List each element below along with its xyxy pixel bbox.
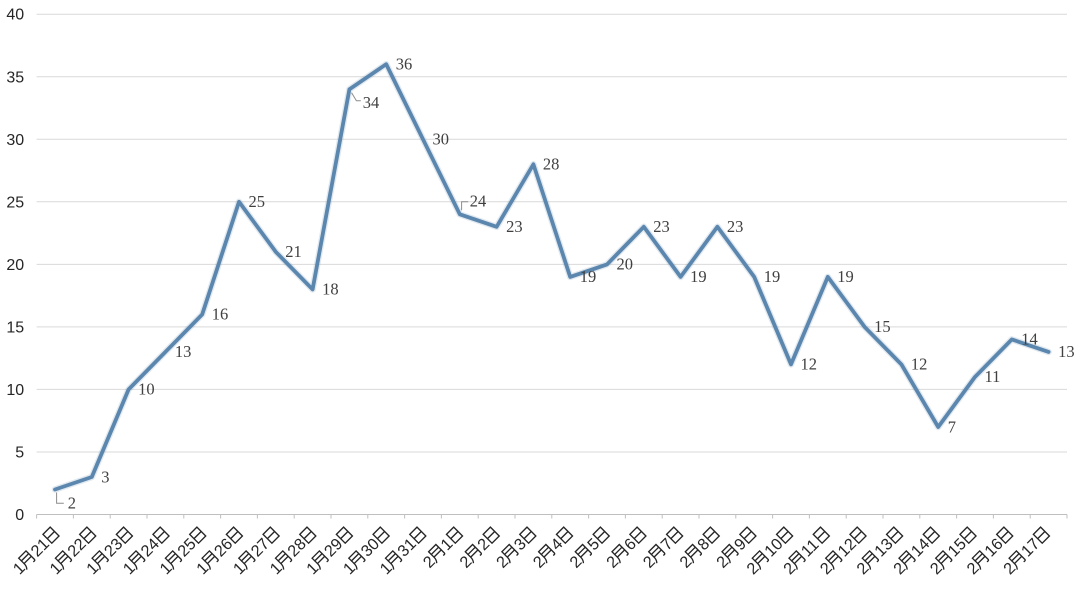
svg-text:16: 16 <box>212 305 229 324</box>
svg-text:12: 12 <box>911 355 928 374</box>
svg-text:15: 15 <box>6 319 24 336</box>
svg-text:10: 10 <box>138 380 155 399</box>
svg-text:30: 30 <box>433 130 450 149</box>
svg-text:19: 19 <box>764 267 781 286</box>
svg-text:19: 19 <box>580 267 597 286</box>
svg-text:13: 13 <box>175 342 192 361</box>
svg-text:3: 3 <box>101 467 109 486</box>
svg-text:23: 23 <box>727 217 744 236</box>
svg-text:11: 11 <box>985 367 1001 386</box>
svg-text:23: 23 <box>506 217 522 236</box>
svg-text:5: 5 <box>15 445 24 462</box>
svg-text:2: 2 <box>68 494 76 513</box>
svg-text:18: 18 <box>322 280 339 299</box>
svg-text:15: 15 <box>874 317 891 336</box>
svg-text:23: 23 <box>653 217 670 236</box>
svg-text:25: 25 <box>6 194 24 211</box>
svg-text:19: 19 <box>690 267 707 286</box>
svg-text:0: 0 <box>15 507 24 524</box>
svg-text:28: 28 <box>543 155 560 174</box>
svg-text:24: 24 <box>470 192 487 211</box>
svg-text:35: 35 <box>6 69 24 86</box>
svg-text:30: 30 <box>6 132 24 149</box>
svg-text:19: 19 <box>837 267 854 286</box>
svg-text:10: 10 <box>6 382 24 399</box>
svg-text:13: 13 <box>1058 342 1075 361</box>
svg-text:7: 7 <box>948 417 956 436</box>
svg-text:25: 25 <box>249 192 266 211</box>
svg-text:20: 20 <box>617 255 634 274</box>
svg-text:34: 34 <box>363 93 380 112</box>
svg-text:21: 21 <box>285 242 302 261</box>
svg-text:20: 20 <box>6 257 24 274</box>
svg-text:36: 36 <box>396 55 413 74</box>
svg-text:40: 40 <box>6 7 24 24</box>
svg-text:14: 14 <box>1021 330 1038 349</box>
svg-text:12: 12 <box>801 355 818 374</box>
